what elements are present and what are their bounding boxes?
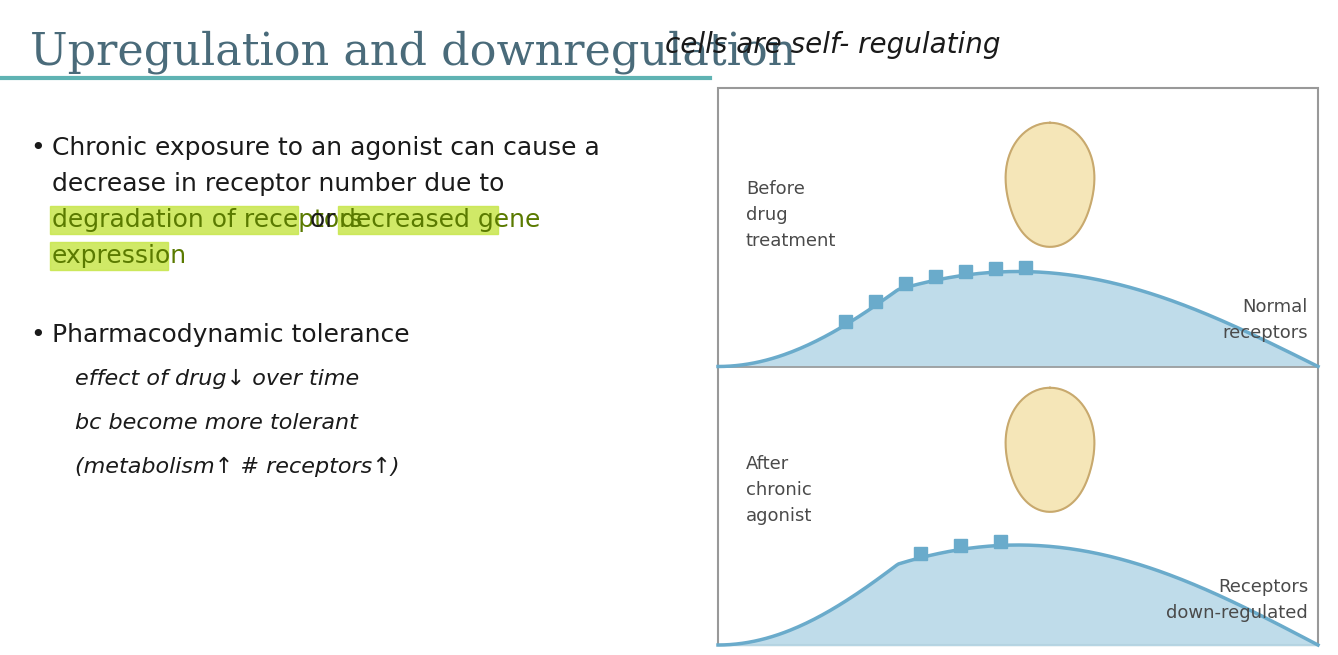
Text: effect of drug↓ over time: effect of drug↓ over time bbox=[75, 369, 359, 389]
Text: cells are self- regulating: cells are self- regulating bbox=[665, 31, 1001, 59]
Text: Normal
receptors: Normal receptors bbox=[1223, 298, 1309, 342]
Bar bbox=[914, 548, 926, 561]
Text: •: • bbox=[29, 323, 44, 347]
Bar bbox=[954, 539, 966, 552]
Bar bbox=[339, 206, 498, 234]
Text: degradation of receptors: degradation of receptors bbox=[52, 208, 363, 232]
Text: Pharmacodynamic tolerance: Pharmacodynamic tolerance bbox=[52, 323, 409, 347]
Text: decrease in receptor number due to: decrease in receptor number due to bbox=[52, 172, 504, 196]
Bar bbox=[929, 270, 942, 283]
Text: After
chronic
agonist: After chronic agonist bbox=[747, 455, 812, 525]
Text: bc become more tolerant: bc become more tolerant bbox=[75, 413, 357, 433]
Bar bbox=[994, 535, 1006, 548]
Text: Chronic exposure to an agonist can cause a: Chronic exposure to an agonist can cause… bbox=[52, 136, 599, 160]
Bar bbox=[868, 295, 882, 309]
Bar bbox=[50, 206, 298, 234]
Text: Before
drug
treatment: Before drug treatment bbox=[747, 179, 836, 250]
Text: •: • bbox=[29, 136, 44, 160]
Text: expression: expression bbox=[52, 244, 187, 268]
Bar bbox=[899, 277, 911, 290]
Bar bbox=[719, 88, 1318, 645]
Bar bbox=[958, 265, 971, 278]
Text: Upregulation and downregulation: Upregulation and downregulation bbox=[29, 30, 796, 74]
Bar bbox=[989, 262, 1002, 274]
Polygon shape bbox=[1006, 122, 1094, 247]
Text: (metabolism↑ # receptors↑): (metabolism↑ # receptors↑) bbox=[75, 457, 400, 477]
Text: decreased gene: decreased gene bbox=[340, 208, 541, 232]
Bar bbox=[839, 314, 851, 328]
Text: or: or bbox=[302, 208, 344, 232]
Bar bbox=[1018, 261, 1032, 274]
Polygon shape bbox=[1006, 388, 1094, 512]
Text: Receptors
down-regulated: Receptors down-regulated bbox=[1167, 578, 1309, 622]
Bar bbox=[50, 242, 169, 270]
